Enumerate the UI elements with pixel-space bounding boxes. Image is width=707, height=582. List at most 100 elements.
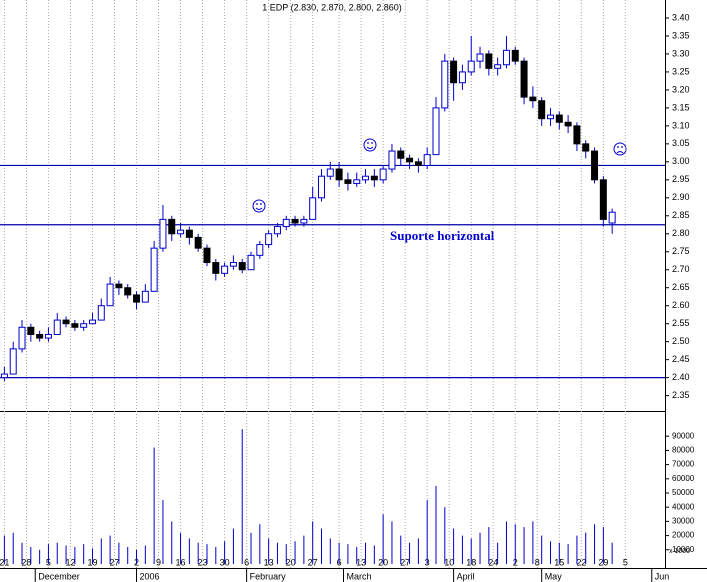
y-tick-label: 2.95: [672, 174, 690, 184]
candle-body: [388, 150, 396, 170]
y-tick-label: 2.50: [672, 336, 690, 346]
candle-body: [291, 218, 299, 224]
candle-body: [362, 175, 370, 181]
y-tick-label: 3.25: [672, 66, 690, 76]
candle-body: [256, 244, 264, 256]
annotation: Suporte horizontal: [390, 228, 495, 243]
candle-body: [309, 197, 317, 220]
candle-body: [502, 49, 510, 66]
candle-body: [406, 157, 414, 163]
smiley-eyes: [256, 142, 623, 205]
candle-body: [221, 265, 229, 274]
candle-body: [27, 326, 35, 335]
y-tick-label: 3.15: [672, 102, 690, 112]
smiley-icons: [252, 138, 627, 213]
candle-body: [397, 150, 405, 159]
x-tick-label: 8: [535, 557, 540, 567]
candle-body: [326, 168, 334, 177]
candle-body: [546, 114, 554, 120]
candle-body: [582, 143, 590, 152]
candle-body: [476, 53, 484, 62]
x-tick-label: 24: [488, 557, 498, 567]
y-tick-label: 2.40: [672, 372, 690, 382]
candle-body: [88, 319, 96, 325]
candle-body: [203, 247, 211, 264]
y-tick-label: 2.80: [672, 228, 690, 238]
candle-body: [573, 125, 581, 145]
x-tick-label: 5: [623, 557, 628, 567]
candle-body: [591, 150, 599, 181]
candle-body: [441, 60, 449, 109]
candle-body: [247, 254, 255, 271]
month-label: 2006: [140, 571, 160, 581]
y2-tick-label: 60000: [672, 474, 695, 483]
candle-body: [370, 175, 378, 181]
candle-body: [494, 64, 502, 69]
y2-tick-label: 20000: [672, 531, 695, 540]
month-label: February: [250, 571, 287, 581]
candle-body: [450, 60, 458, 84]
smiley: [363, 138, 377, 152]
smile: [255, 207, 263, 210]
y2-tick-label: 40000: [672, 502, 695, 511]
y-tick-label: 2.75: [672, 246, 690, 256]
candle-body: [9, 348, 17, 375]
y2-tick-label: 10000: [672, 545, 695, 554]
candle-body: [36, 333, 44, 339]
y-tick-label: 3.20: [672, 84, 690, 94]
y-tick-label: 2.45: [672, 354, 690, 364]
candle-body: [168, 218, 176, 235]
candle-body: [353, 179, 361, 184]
y-tick-label: 2.70: [672, 264, 690, 274]
month-label: May: [545, 571, 563, 581]
candle-body: [18, 326, 26, 350]
x-tick-label: 20: [286, 557, 296, 567]
y-tick-label: 2.35: [672, 390, 690, 400]
candle-body: [564, 121, 572, 127]
y-tick-label: 2.55: [672, 318, 690, 328]
candle-body: [511, 49, 519, 62]
candle-body: [599, 179, 607, 220]
x-tick-label: 10: [444, 557, 454, 567]
candle-body: [185, 229, 193, 238]
candle-body: [62, 319, 70, 325]
candle-body: [300, 218, 308, 224]
month-label: December: [38, 571, 80, 581]
x-tick-label: 13: [356, 557, 366, 567]
candle-body: [344, 179, 352, 184]
y2-tick-label: 80000: [672, 446, 695, 455]
candle-body: [265, 233, 273, 246]
candle-body: [485, 53, 493, 69]
candle-body: [141, 290, 149, 303]
candle-body: [467, 60, 475, 73]
x-tick-label: 27: [400, 557, 410, 567]
candle-body: [97, 305, 105, 321]
candle-body: [80, 323, 88, 328]
x-tick-label: 6: [244, 557, 249, 567]
candle-body: [335, 168, 343, 181]
sad-face: [613, 142, 627, 156]
y-tick-label: 3.10: [672, 120, 690, 130]
candle-body: [423, 154, 431, 166]
y2-tick-label: 30000: [672, 517, 695, 526]
candle-body: [608, 211, 616, 224]
y-tick-label: 3.40: [672, 12, 690, 22]
smile: [366, 146, 374, 149]
y-tick-label: 2.65: [672, 282, 690, 292]
candle-body: [159, 218, 167, 249]
candle-body: [177, 229, 185, 235]
candle-body: [150, 247, 158, 292]
y-tick-label: 3.05: [672, 138, 690, 148]
candle-body: [520, 60, 528, 98]
y-tick-label: 3.35: [672, 30, 690, 40]
volume-unit: x 1000: [669, 548, 690, 555]
candle-body: [71, 323, 79, 328]
candle-body: [212, 262, 220, 274]
candle-body: [229, 262, 237, 267]
y-tick-label: 3.00: [672, 156, 690, 166]
candle-body: [414, 161, 422, 166]
candle-body: [44, 333, 52, 339]
y-tick-label: 2.85: [672, 210, 690, 220]
